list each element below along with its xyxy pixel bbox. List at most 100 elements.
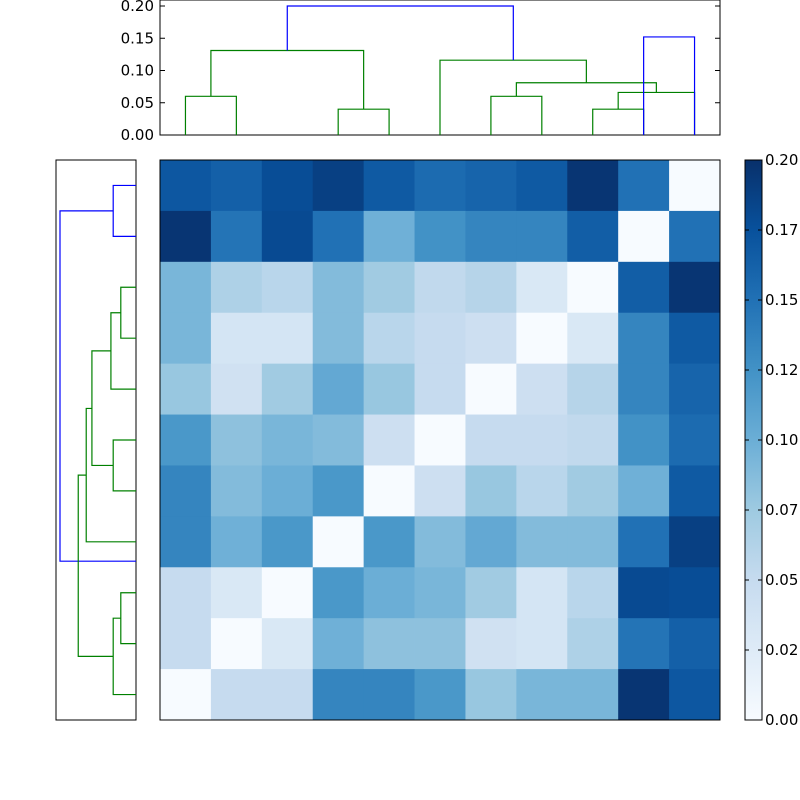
heatmap-cell: [567, 669, 619, 721]
left-dendrogram-link: [112, 439, 136, 492]
heatmap-cell: [567, 363, 619, 415]
colorbar-tick-label: 0.15: [765, 291, 798, 309]
heatmap-cell: [618, 312, 670, 365]
left-dendrogram: [55, 159, 137, 721]
top-dendrogram-link: [617, 91, 696, 135]
heatmap-cell: [261, 669, 314, 721]
heatmap-cell: [210, 160, 263, 212]
colorbar: 0.00 0.02 0.05 0.07 0.10 0.12 0.15 0.17 0.20: [744, 151, 798, 729]
heatmap-cell: [261, 618, 314, 670]
top-dendrogram-link: [592, 108, 645, 135]
colorbar-tick-label: 0.02: [765, 641, 798, 659]
colorbar-tick-label: 0.17: [765, 221, 798, 239]
heatmap-cell: [618, 261, 670, 314]
heatmap-cell: [669, 516, 721, 568]
heatmap-cell: [618, 516, 670, 568]
heatmap-cell: [516, 210, 568, 263]
heatmap-cell: [618, 363, 670, 415]
heatmap-cell: [414, 516, 466, 568]
heatmap-cell: [669, 160, 721, 212]
heatmap-cell: [210, 363, 263, 415]
heatmap-cell: [261, 465, 314, 517]
heatmap-cell: [567, 516, 619, 568]
heatmap-cell: [567, 261, 619, 314]
heatmap-cell: [312, 312, 365, 365]
heatmap-cell: [210, 618, 263, 670]
heatmap-cell: [669, 465, 721, 517]
heatmap-cell: [669, 414, 721, 466]
heatmap-cell: [414, 414, 466, 466]
heatmap-cell: [312, 261, 365, 314]
heatmap-cell: [261, 567, 314, 619]
heatmap-cell: [669, 312, 721, 365]
heatmap-cell: [210, 516, 263, 568]
left-dendrogram-link: [110, 312, 136, 390]
heatmap-cell: [618, 160, 670, 212]
heatmap-cell: [261, 261, 314, 314]
heatmap-cell: [160, 261, 212, 314]
left-dendrogram-link: [120, 592, 136, 645]
heatmap-cell: [160, 567, 212, 619]
heatmap-cell: [516, 465, 568, 517]
top-dendrogram-link: [184, 95, 237, 135]
left-dendrogram-link: [77, 474, 114, 657]
heatmap-cell: [618, 414, 670, 466]
top-dendrogram-link: [515, 82, 657, 97]
heatmap-cell: [414, 618, 466, 670]
heatmap-cell: [210, 414, 263, 466]
heatmap-cell: [516, 312, 568, 365]
heatmap-cell: [618, 669, 670, 721]
top-dendrogram-link: [490, 95, 543, 135]
heatmap-cell: [669, 363, 721, 415]
top-dendrogram-link: [439, 59, 587, 135]
top-dendrogram-link: [210, 49, 365, 110]
top-dendrogram-ytick-label: 0.20: [121, 0, 154, 15]
heatmap-cell: [363, 363, 415, 415]
colorbar-tick-label: 0.00: [765, 711, 798, 729]
heatmap-cell: [465, 567, 517, 619]
heatmap-cell: [669, 210, 721, 263]
heatmap-cell: [160, 312, 212, 365]
heatmap-cell: [160, 516, 212, 568]
top-dendrogram-ytick-label: 0.10: [121, 62, 154, 80]
heatmap-cell: [312, 414, 365, 466]
heatmap-cell: [363, 516, 415, 568]
left-dendrogram-link: [85, 407, 136, 543]
heatmap-cell: [363, 210, 415, 263]
heatmap-cell: [363, 160, 415, 212]
top-dendrogram-link: [337, 108, 390, 135]
heatmap: [159, 159, 721, 721]
heatmap-cell: [618, 567, 670, 619]
heatmap-cell: [567, 312, 619, 365]
heatmap-cell: [261, 160, 314, 212]
heatmap-cell: [210, 312, 263, 365]
heatmap-cell: [465, 414, 517, 466]
heatmap-cell: [312, 669, 365, 721]
heatmap-cell: [618, 210, 670, 263]
heatmap-cell: [516, 567, 568, 619]
heatmap-cell: [516, 261, 568, 314]
heatmap-cell: [567, 414, 619, 466]
heatmap-cell: [363, 414, 415, 466]
heatmap-cell: [414, 261, 466, 314]
heatmap-frame: [159, 159, 721, 721]
top-dendrogram-ytick-label: 0.00: [121, 126, 154, 144]
heatmap-cell: [312, 516, 365, 568]
heatmap-cell: [312, 160, 365, 212]
heatmap-cell: [312, 363, 365, 415]
heatmap-cell: [465, 465, 517, 517]
heatmap-cell: [363, 312, 415, 365]
heatmap-cell: [160, 363, 212, 415]
heatmap-cell: [363, 465, 415, 517]
heatmap-cell: [465, 516, 517, 568]
heatmap-cell: [312, 618, 365, 670]
left-dendrogram-link: [91, 350, 114, 467]
heatmap-cell: [465, 160, 517, 212]
heatmap-cell: [465, 618, 517, 670]
heatmap-cell: [210, 465, 263, 517]
heatmap-cell: [465, 363, 517, 415]
heatmap-cell: [465, 312, 517, 365]
top-dendrogram-ytick-label: 0.05: [121, 94, 154, 112]
heatmap-cell: [160, 465, 212, 517]
top-dendrogram-link: [643, 36, 696, 135]
